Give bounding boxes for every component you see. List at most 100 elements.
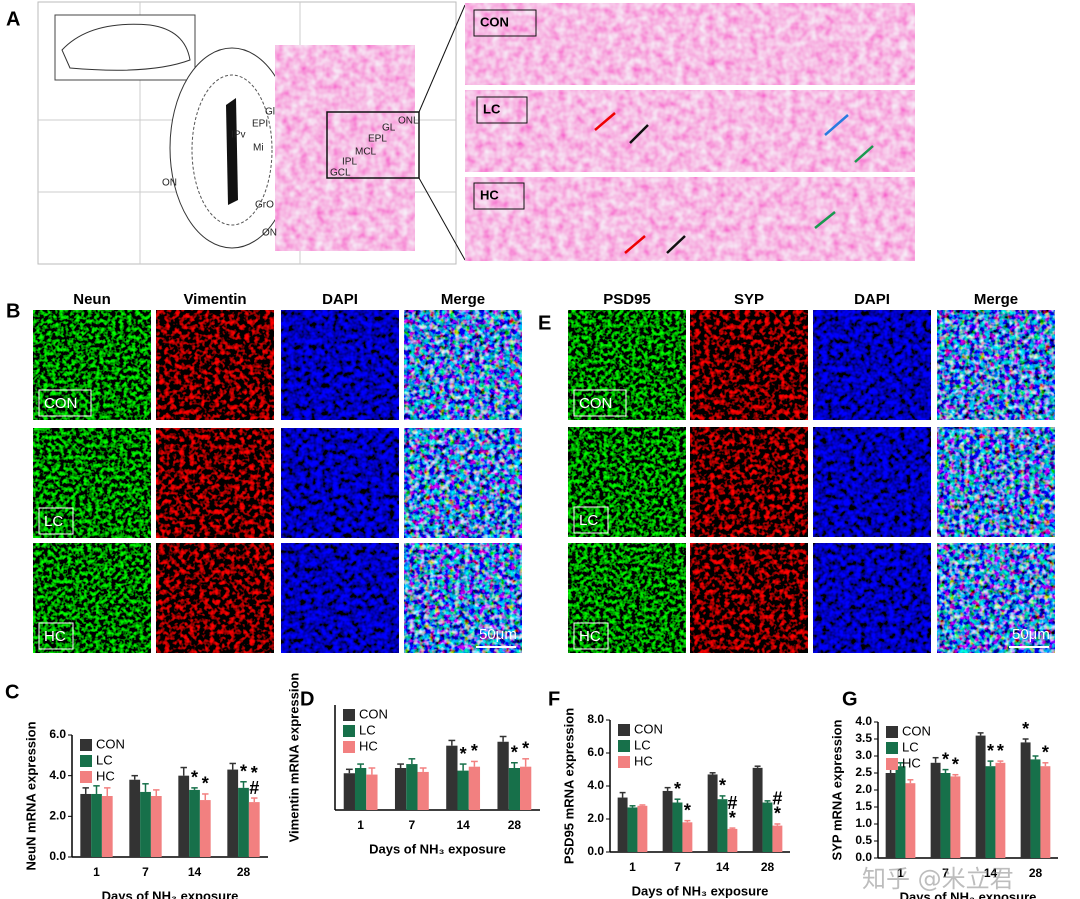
fluorescence-signal — [690, 543, 808, 653]
y-axis-label: SYP mRNA expression — [829, 720, 844, 861]
crop-label: CON — [480, 14, 509, 29]
significance-mark: * — [240, 762, 247, 782]
x-tick-label: 14 — [716, 860, 730, 874]
fluorescence-signal — [568, 310, 686, 420]
atlas-label: Gl — [265, 107, 275, 118]
significance-mark: * — [684, 800, 691, 820]
significance-mark: * — [719, 776, 726, 796]
significance-mark: # — [772, 789, 782, 809]
y-tick-label: 2.5 — [855, 765, 872, 779]
scale-bar-label: 50μm — [479, 626, 517, 643]
bar — [682, 822, 693, 852]
significance-mark: * — [251, 763, 258, 783]
y-tick-label: 0.5 — [855, 833, 872, 847]
significance-mark: * — [191, 768, 198, 788]
fluorescence-signal — [156, 543, 274, 653]
he-crop — [465, 90, 915, 172]
x-tick-label: 1 — [629, 860, 636, 874]
y-tick-label: 4.0 — [49, 768, 66, 782]
significance-mark: * — [202, 774, 209, 794]
significance-mark: * — [460, 744, 467, 764]
legend-label: HC — [902, 755, 921, 770]
legend-swatch — [618, 740, 630, 752]
legend-swatch — [80, 755, 92, 767]
fluorescence-signal — [281, 543, 399, 653]
column-header: DAPI — [854, 291, 890, 308]
bar — [752, 767, 763, 852]
charts: C 0.0 2.0 4.0 6.0 NeuN mRNA expression Days of… — [5, 673, 1058, 899]
bar — [417, 771, 429, 810]
legend-swatch — [886, 758, 898, 770]
bar — [707, 774, 718, 852]
fluorescence-signal — [281, 428, 399, 538]
y-tick-label: 0.0 — [587, 844, 604, 858]
legend-swatch — [343, 741, 355, 753]
bar — [366, 774, 378, 810]
bar — [662, 790, 673, 852]
y-tick-label: 3.0 — [855, 748, 872, 762]
y-tick-label: 2.0 — [49, 809, 66, 823]
bar — [985, 766, 996, 858]
row-label: LC — [44, 513, 63, 530]
bar — [140, 791, 151, 857]
significance-mark: * — [1022, 719, 1029, 739]
fluorescence-signal — [156, 428, 274, 538]
significance-mark: * — [511, 743, 518, 763]
fluorescence-signal — [937, 543, 1055, 653]
zoom-box — [326, 111, 420, 179]
crop-label-boxes — [473, 9, 537, 210]
atlas-layer — [191, 74, 273, 226]
significance-mark: * — [522, 739, 529, 759]
bar — [199, 800, 211, 857]
bar — [637, 805, 648, 852]
legend-swatch — [343, 725, 355, 737]
atlas-label: ON — [262, 228, 277, 239]
fluorescence-signal — [568, 427, 686, 537]
bar — [940, 773, 951, 858]
y-tick-label: 3.5 — [855, 731, 872, 745]
x-tick-label: 1 — [93, 865, 100, 879]
row-label: HC — [44, 628, 66, 645]
y-tick-label: 8.0 — [587, 712, 604, 726]
x-axis-label: Days of NH₃ exposure — [632, 883, 769, 898]
bar — [457, 770, 469, 810]
row-label: CON — [44, 395, 77, 412]
column-header: Merge — [974, 291, 1018, 308]
legend-swatch — [343, 709, 355, 721]
y-tick-label: 1.5 — [855, 799, 872, 813]
legend-swatch — [80, 739, 92, 751]
row-label-box — [38, 622, 74, 650]
zoom-line — [418, 177, 466, 261]
bar — [727, 828, 738, 852]
legend-label: HC — [359, 738, 378, 753]
panel-label: E — [538, 312, 551, 334]
bar — [995, 762, 1006, 858]
significance-mark: * — [774, 804, 781, 824]
bar — [129, 779, 141, 857]
legend-swatch — [886, 742, 898, 754]
legend-label: CON — [902, 723, 931, 738]
x-axis-label: Days of NH₃ exposure — [102, 888, 239, 899]
bar — [497, 741, 509, 810]
bar — [446, 745, 458, 810]
atlas-core — [226, 98, 238, 205]
legend-swatch — [80, 771, 92, 783]
bar — [762, 802, 773, 852]
bar — [343, 773, 355, 810]
crop-label: HC — [480, 187, 499, 202]
y-tick-label: 4.0 — [855, 714, 872, 728]
column-header: SYP — [734, 291, 764, 308]
row-label: LC — [579, 512, 598, 529]
he-crop — [465, 177, 915, 261]
y-tick-label: 6.0 — [587, 745, 604, 759]
atlas-label: EPL — [368, 134, 387, 145]
x-tick-label: 1 — [897, 866, 904, 880]
bar — [227, 769, 239, 857]
fluorescence-signal — [813, 310, 931, 420]
significance-mark: * — [987, 741, 994, 761]
bar — [406, 764, 418, 810]
legend-label: HC — [96, 768, 115, 783]
x-axis-label: Days of NH₃ exposure — [900, 889, 1037, 899]
bar — [80, 793, 92, 857]
